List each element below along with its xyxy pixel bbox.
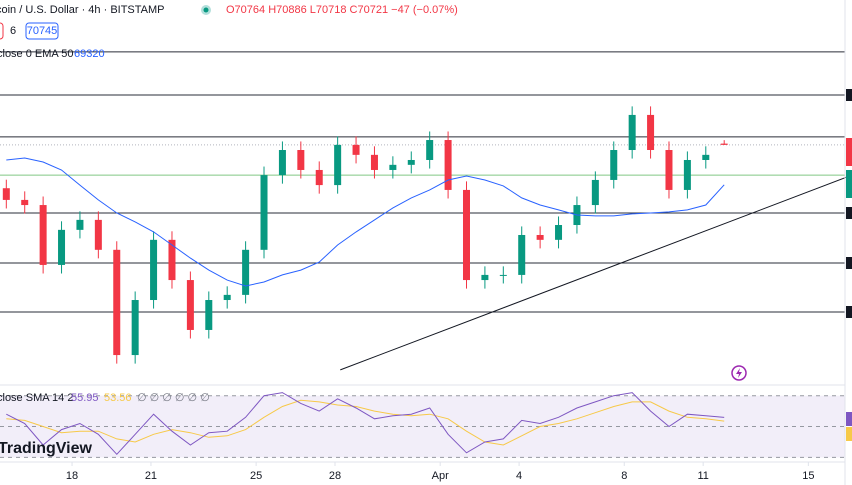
rsi-legend: close SMA 14 2 (0, 392, 73, 404)
price-tag (846, 170, 852, 198)
x-tick-label: 21 (145, 470, 157, 482)
x-tick-label: 8 (621, 470, 627, 482)
candle-body (297, 150, 305, 170)
ema-line (6, 157, 725, 287)
candle-body (76, 219, 84, 230)
candle-body (39, 205, 47, 265)
candle-body (591, 179, 599, 206)
candle-body (205, 300, 213, 330)
candle-body (702, 154, 710, 160)
candle-body (665, 150, 673, 190)
price-tag (846, 427, 852, 441)
candle-body (462, 189, 470, 281)
ema-value: 69320 (74, 48, 105, 60)
price-tag (846, 89, 852, 101)
candle-body (407, 159, 415, 165)
price-tag (846, 257, 852, 269)
price-tag (846, 207, 852, 219)
x-tick-label: 28 (329, 470, 341, 482)
x-tick-label: 11 (697, 470, 708, 482)
rsi-empty-values: ∅ ∅ ∅ ∅ ∅ ∅ (137, 392, 210, 404)
x-tick-label: 25 (250, 470, 262, 482)
sma-value: 53.56 (104, 392, 132, 404)
candle-body (628, 114, 636, 151)
candle-body (168, 239, 176, 281)
rsi-band (0, 395, 845, 458)
candle-body (113, 249, 121, 356)
price-tag (846, 412, 852, 426)
candle-body (94, 219, 102, 250)
candle-body (352, 144, 360, 155)
candle-body (315, 169, 323, 186)
symbol-title: coin / U.S. Dollar · 4h · BITSTAMP (0, 4, 165, 16)
ohlc: O70764 H70886 L70718 C70721 −47 (−0.07%) (226, 4, 458, 16)
trendline (340, 174, 852, 371)
candle-body (186, 280, 194, 330)
x-tick-label: 4 (516, 470, 522, 482)
x-tick-label: 15 (802, 470, 814, 482)
candle-body (21, 199, 29, 206)
candle-body (278, 150, 286, 176)
rsi-line (6, 392, 725, 456)
status-dot (203, 7, 209, 13)
candle-body (536, 234, 544, 240)
alert-icon-bolt (736, 368, 742, 378)
spread: 6 (10, 25, 16, 37)
candle-body (444, 140, 452, 190)
candle-body (370, 154, 378, 170)
candle-body (481, 274, 489, 281)
x-tick-label: Apr (432, 470, 449, 482)
candle-body (610, 150, 618, 180)
price-tag (846, 306, 852, 318)
candle-body (131, 300, 139, 356)
buy-price[interactable]: 70745 (27, 25, 58, 37)
candle-body (334, 144, 342, 186)
candle-body (555, 225, 563, 240)
candle-body (518, 234, 526, 275)
rsi-value: 55.95 (71, 392, 99, 404)
candle-body (720, 143, 728, 145)
sell-button[interactable] (0, 22, 4, 40)
brand: TradingView (0, 440, 93, 457)
candle-body (58, 229, 66, 265)
x-tick-label: 18 (66, 470, 78, 482)
candle-body (2, 188, 10, 200)
candle-body (499, 274, 507, 276)
price-tag (846, 138, 852, 166)
candle-body (647, 114, 655, 151)
candle-body (223, 294, 231, 301)
plot-area: 18 21 25 28 Apr 4 8 11 15 (0, 51, 852, 482)
buy-button[interactable] (25, 22, 59, 40)
candle-body (150, 239, 158, 301)
candle-body (389, 164, 397, 170)
ema-legend: close 0 EMA 50 (0, 48, 73, 60)
candle-body (260, 175, 268, 250)
candle-body (683, 159, 691, 190)
alert-icon[interactable] (731, 365, 747, 381)
rsi-sma-line (6, 399, 725, 446)
candle-body (242, 249, 250, 295)
candle-body (426, 140, 434, 160)
